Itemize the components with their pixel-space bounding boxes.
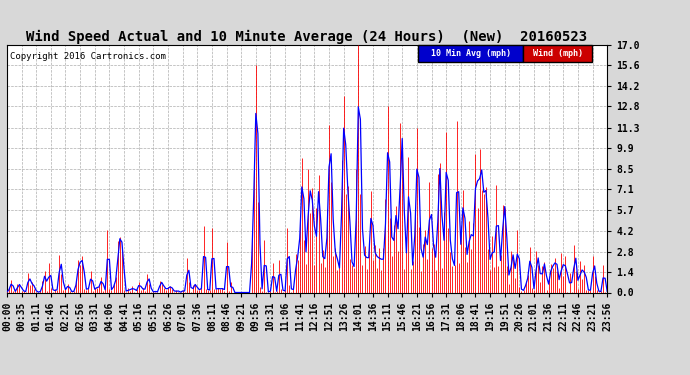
Text: Copyright 2016 Cartronics.com: Copyright 2016 Cartronics.com: [10, 53, 166, 62]
Title: Wind Speed Actual and 10 Minute Average (24 Hours)  (New)  20160523: Wind Speed Actual and 10 Minute Average …: [26, 30, 588, 44]
FancyBboxPatch shape: [523, 45, 592, 62]
FancyBboxPatch shape: [418, 45, 523, 62]
Text: 10 Min Avg (mph): 10 Min Avg (mph): [431, 49, 511, 58]
Text: Wind (mph): Wind (mph): [533, 49, 582, 58]
